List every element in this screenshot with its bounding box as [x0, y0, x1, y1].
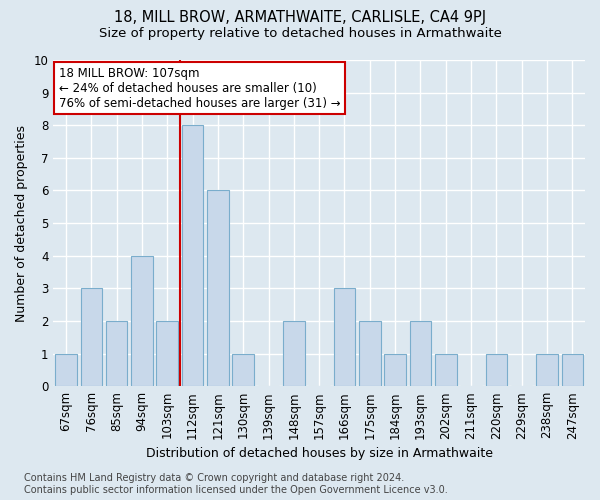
Bar — [283, 321, 305, 386]
Bar — [80, 288, 102, 386]
Bar — [55, 354, 77, 386]
X-axis label: Distribution of detached houses by size in Armathwaite: Distribution of detached houses by size … — [146, 447, 493, 460]
Bar — [182, 125, 203, 386]
Bar — [359, 321, 380, 386]
Bar — [207, 190, 229, 386]
Bar — [536, 354, 558, 386]
Bar — [435, 354, 457, 386]
Bar — [385, 354, 406, 386]
Text: 18, MILL BROW, ARMATHWAITE, CARLISLE, CA4 9PJ: 18, MILL BROW, ARMATHWAITE, CARLISLE, CA… — [114, 10, 486, 25]
Bar — [106, 321, 127, 386]
Bar — [232, 354, 254, 386]
Bar — [157, 321, 178, 386]
Text: Contains HM Land Registry data © Crown copyright and database right 2024.
Contai: Contains HM Land Registry data © Crown c… — [24, 474, 448, 495]
Bar — [131, 256, 152, 386]
Bar — [485, 354, 507, 386]
Y-axis label: Number of detached properties: Number of detached properties — [15, 124, 28, 322]
Bar — [562, 354, 583, 386]
Text: Size of property relative to detached houses in Armathwaite: Size of property relative to detached ho… — [98, 28, 502, 40]
Bar — [410, 321, 431, 386]
Bar — [334, 288, 355, 386]
Text: 18 MILL BROW: 107sqm
← 24% of detached houses are smaller (10)
76% of semi-detac: 18 MILL BROW: 107sqm ← 24% of detached h… — [59, 66, 340, 110]
